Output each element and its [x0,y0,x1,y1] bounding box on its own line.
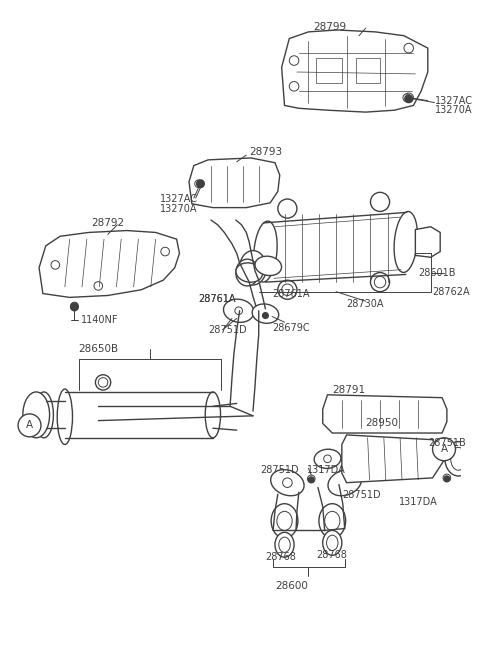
Ellipse shape [277,511,292,530]
Polygon shape [316,58,342,84]
Ellipse shape [254,221,277,282]
Ellipse shape [328,470,361,496]
Text: 28793: 28793 [249,147,282,157]
Ellipse shape [323,530,342,555]
Text: 28751D: 28751D [208,325,247,335]
Circle shape [289,82,299,91]
Ellipse shape [271,470,304,496]
Text: A: A [26,421,33,430]
Ellipse shape [236,263,263,283]
Ellipse shape [394,211,418,273]
Circle shape [374,277,386,288]
Circle shape [235,307,242,315]
Ellipse shape [275,532,294,557]
Circle shape [404,93,413,103]
Text: 28762A: 28762A [432,286,470,297]
Circle shape [371,192,390,211]
Circle shape [283,478,292,487]
Circle shape [289,56,299,65]
Text: 28751B: 28751B [428,438,466,447]
Circle shape [444,476,450,482]
Ellipse shape [319,504,346,538]
Polygon shape [39,231,180,298]
Ellipse shape [23,392,49,438]
Text: 28799: 28799 [313,22,346,32]
Ellipse shape [451,447,466,470]
Circle shape [51,261,60,269]
Text: 28792: 28792 [91,218,124,228]
Text: 28950: 28950 [366,419,399,428]
Text: 28751D: 28751D [261,465,299,475]
Text: 28600: 28600 [275,581,308,591]
Ellipse shape [326,535,338,551]
Polygon shape [415,227,440,257]
Circle shape [263,313,268,318]
Circle shape [309,477,314,483]
Text: 28751D: 28751D [342,490,381,500]
Circle shape [96,375,111,390]
Circle shape [282,284,293,296]
Circle shape [278,280,297,300]
Text: 28768: 28768 [316,550,347,560]
Ellipse shape [279,537,290,553]
Text: 28768: 28768 [265,552,296,562]
Text: 28761A: 28761A [199,294,236,304]
Ellipse shape [205,392,220,438]
Text: 13270A: 13270A [435,105,473,115]
Circle shape [405,95,412,103]
Ellipse shape [57,389,72,445]
Text: 28679C: 28679C [272,323,310,333]
Circle shape [308,475,315,483]
Circle shape [371,273,390,292]
Text: 13270A: 13270A [160,203,198,214]
Circle shape [197,180,204,188]
Ellipse shape [252,304,279,323]
Circle shape [404,43,413,53]
Polygon shape [282,30,428,112]
Ellipse shape [324,511,340,530]
Text: 28761A: 28761A [272,288,310,299]
Text: 1140NF: 1140NF [81,315,119,325]
Circle shape [403,94,410,101]
Circle shape [94,282,103,290]
Text: 28601B: 28601B [418,267,456,277]
Polygon shape [356,58,380,84]
Text: 1327AC: 1327AC [160,194,198,204]
Circle shape [71,302,78,310]
Polygon shape [323,395,447,433]
Circle shape [161,247,169,256]
Text: 1327AC: 1327AC [435,95,473,106]
Ellipse shape [240,250,266,285]
Circle shape [432,438,456,460]
Circle shape [71,303,78,311]
Ellipse shape [445,441,472,476]
Ellipse shape [224,299,254,322]
Circle shape [278,199,297,218]
Text: 28730A: 28730A [347,299,384,309]
Ellipse shape [255,256,282,275]
Ellipse shape [271,504,298,538]
Text: A: A [441,444,447,455]
Polygon shape [189,158,280,207]
Circle shape [195,180,203,188]
Text: 28761A: 28761A [199,294,236,304]
Text: 1317DA: 1317DA [307,465,345,475]
Circle shape [324,455,331,462]
Text: 28791: 28791 [332,385,365,395]
Ellipse shape [34,392,53,438]
Circle shape [443,474,451,482]
Circle shape [98,377,108,387]
Text: 1317DA: 1317DA [399,497,438,507]
Ellipse shape [314,449,341,468]
Polygon shape [342,435,445,483]
Text: 28650B: 28650B [78,344,119,354]
Ellipse shape [236,259,259,286]
Circle shape [18,414,41,437]
